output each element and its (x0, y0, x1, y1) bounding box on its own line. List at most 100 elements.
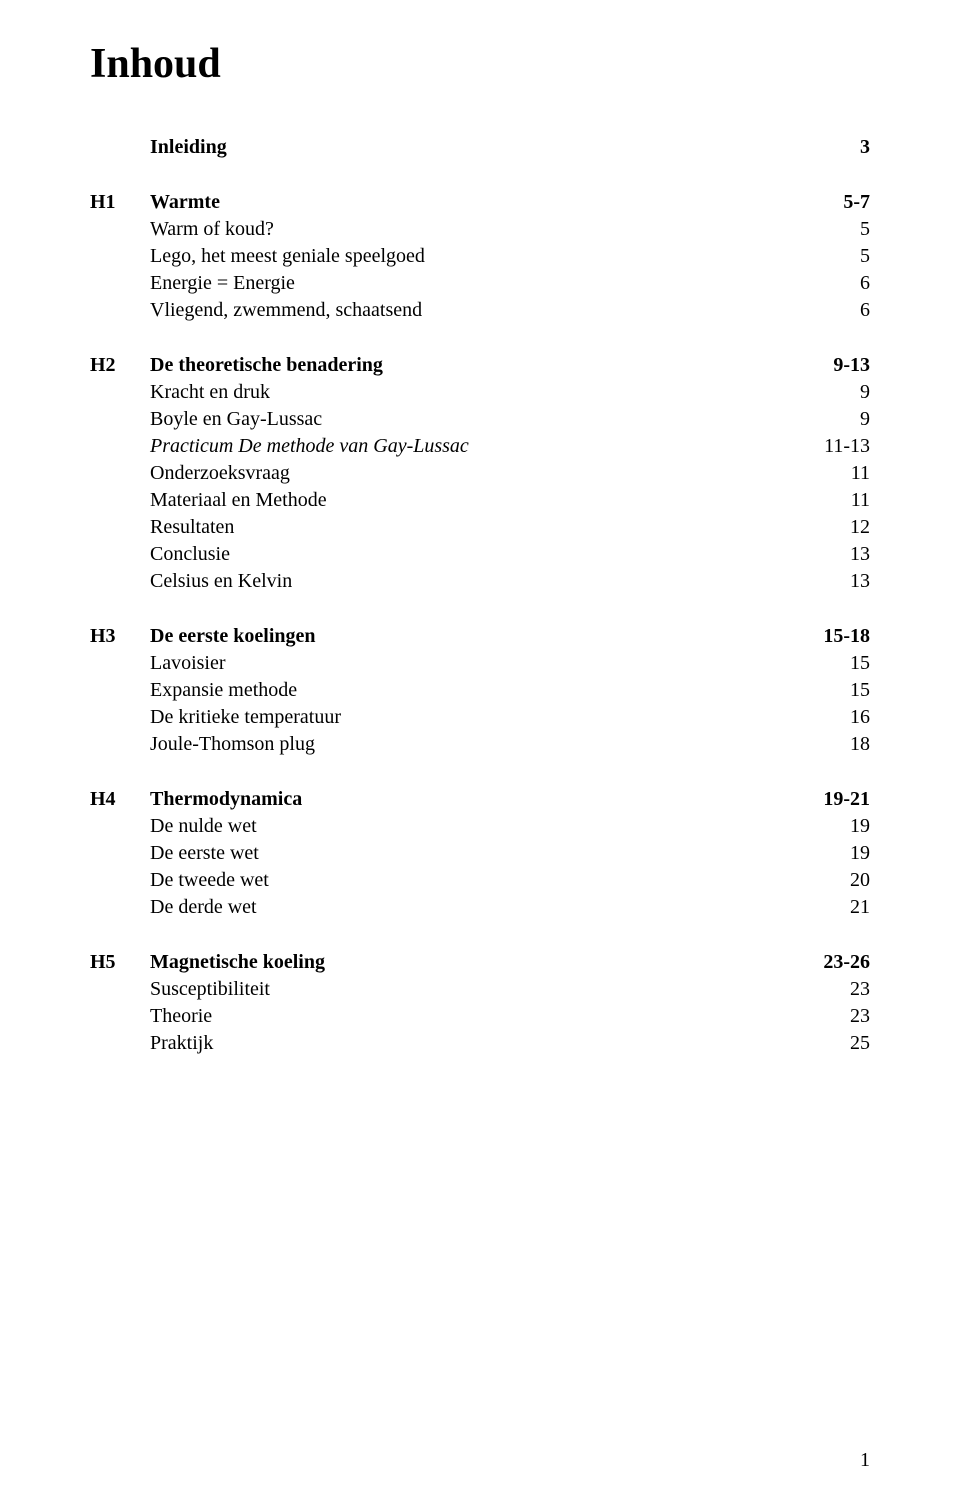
toc-heading-chapter: H3 (90, 623, 150, 650)
toc-item-row: Theorie 23 (90, 1003, 870, 1030)
toc-heading-label: De eerste koelingen (150, 623, 790, 650)
toc-item-row: Lavoisier 15 (90, 650, 870, 677)
toc-heading-chapter: H4 (90, 786, 150, 813)
toc-item-label: Theorie (150, 1003, 790, 1030)
toc-item-row: De derde wet 21 (90, 894, 870, 921)
toc-section: H5 Magnetische koeling 23-26 Susceptibil… (90, 949, 870, 1057)
toc-item-row: Boyle en Gay-Lussac 9 (90, 406, 870, 433)
toc-item-row: De eerste wet 19 (90, 840, 870, 867)
toc-item-row: Kracht en druk 9 (90, 379, 870, 406)
toc-heading-page: 19-21 (790, 786, 870, 813)
toc-item-row: Expansie methode 15 (90, 677, 870, 704)
toc-heading-row: H5 Magnetische koeling 23-26 (90, 949, 870, 976)
toc-item-page: 23 (790, 1003, 870, 1030)
toc-item-row: Energie = Energie 6 (90, 270, 870, 297)
toc-item-row: Celsius en Kelvin 13 (90, 568, 870, 595)
toc-item-row: Practicum De methode van Gay-Lussac 11-1… (90, 433, 870, 460)
toc-item-row: Joule-Thomson plug 18 (90, 731, 870, 758)
toc-item-label: Kracht en druk (150, 379, 790, 406)
toc-item-page: 13 (790, 541, 870, 568)
toc-heading-label: De theoretische benadering (150, 352, 790, 379)
toc-item-label: Lavoisier (150, 650, 790, 677)
toc-item-label: Vliegend, zwemmend, schaatsend (150, 297, 790, 324)
toc-item-row: Vliegend, zwemmend, schaatsend 6 (90, 297, 870, 324)
toc-item-label: De kritieke temperatuur (150, 704, 790, 731)
toc-heading-chapter: H1 (90, 189, 150, 216)
toc-item-page: 11 (790, 487, 870, 514)
toc-item-row: De kritieke temperatuur 16 (90, 704, 870, 731)
toc-heading-chapter: H2 (90, 352, 150, 379)
toc-item-page: 18 (790, 731, 870, 758)
toc-item-label: Boyle en Gay-Lussac (150, 406, 790, 433)
toc-item-label: Expansie methode (150, 677, 790, 704)
toc-item-page: 5 (790, 243, 870, 270)
toc-heading-label: Magnetische koeling (150, 949, 790, 976)
toc-item-row: Conclusie 13 (90, 541, 870, 568)
toc-heading-row: H2 De theoretische benadering 9-13 (90, 352, 870, 379)
toc-item-label: Energie = Energie (150, 270, 790, 297)
toc-item-page: 19 (790, 840, 870, 867)
toc-item-page: 16 (790, 704, 870, 731)
page-number: 1 (860, 1449, 870, 1472)
toc-heading-page: 3 (790, 134, 870, 161)
toc-heading-label: Thermodynamica (150, 786, 790, 813)
page: Inhoud Inleiding 3 H1 Warmte 5-7 Warm of… (0, 0, 960, 1506)
toc-heading-row: H3 De eerste koelingen 15-18 (90, 623, 870, 650)
toc-item-label: Praktijk (150, 1030, 790, 1057)
toc-heading-page: 9-13 (790, 352, 870, 379)
toc-heading-page: 23-26 (790, 949, 870, 976)
toc-heading-row: H1 Warmte 5-7 (90, 189, 870, 216)
toc-item-label: De tweede wet (150, 867, 790, 894)
toc-item-label: Celsius en Kelvin (150, 568, 790, 595)
toc-item-page: 20 (790, 867, 870, 894)
toc-item-page: 19 (790, 813, 870, 840)
toc-item-label: Lego, het meest geniale speelgoed (150, 243, 790, 270)
toc-item-label: Practicum De methode van Gay-Lussac (150, 433, 790, 460)
toc-item-row: Resultaten 12 (90, 514, 870, 541)
toc-section: Inleiding 3 (90, 134, 870, 161)
toc-item-page: 9 (790, 406, 870, 433)
toc-item-page: 6 (790, 297, 870, 324)
toc-item-page: 23 (790, 976, 870, 1003)
toc-item-page: 25 (790, 1030, 870, 1057)
toc-section: H3 De eerste koelingen 15-18 Lavoisier 1… (90, 623, 870, 758)
toc-item-label: De nulde wet (150, 813, 790, 840)
toc-heading-label: Inleiding (150, 134, 790, 161)
toc-heading-page: 15-18 (790, 623, 870, 650)
toc-heading-label: Warmte (150, 189, 790, 216)
toc-item-label: De eerste wet (150, 840, 790, 867)
toc-item-row: Warm of koud? 5 (90, 216, 870, 243)
toc-item-page: 5 (790, 216, 870, 243)
document-title: Inhoud (90, 40, 870, 88)
toc-item-page: 15 (790, 677, 870, 704)
toc-item-label: De derde wet (150, 894, 790, 921)
toc-heading-row: H4 Thermodynamica 19-21 (90, 786, 870, 813)
toc-item-row: De tweede wet 20 (90, 867, 870, 894)
toc-item-page: 11-13 (790, 433, 870, 460)
toc-heading-page: 5-7 (790, 189, 870, 216)
toc-item-page: 15 (790, 650, 870, 677)
toc-item-label: Resultaten (150, 514, 790, 541)
toc-section: H1 Warmte 5-7 Warm of koud? 5 Lego, het … (90, 189, 870, 324)
toc-item-label: Joule-Thomson plug (150, 731, 790, 758)
toc-item-page: 6 (790, 270, 870, 297)
toc-item-label: Warm of koud? (150, 216, 790, 243)
toc-item-page: 12 (790, 514, 870, 541)
toc-item-row: Onderzoeksvraag 11 (90, 460, 870, 487)
toc-item-label: Onderzoeksvraag (150, 460, 790, 487)
toc-item-label: Materiaal en Methode (150, 487, 790, 514)
toc-item-row: Praktijk 25 (90, 1030, 870, 1057)
toc-item-page: 21 (790, 894, 870, 921)
toc-item-page: 11 (790, 460, 870, 487)
toc-item-row: Lego, het meest geniale speelgoed 5 (90, 243, 870, 270)
toc-section: H2 De theoretische benadering 9-13 Krach… (90, 352, 870, 595)
toc-section: H4 Thermodynamica 19-21 De nulde wet 19 … (90, 786, 870, 921)
toc-item-label: Susceptibiliteit (150, 976, 790, 1003)
toc-heading-chapter: H5 (90, 949, 150, 976)
toc-item-row: Susceptibiliteit 23 (90, 976, 870, 1003)
toc-item-row: Materiaal en Methode 11 (90, 487, 870, 514)
toc-item-row: De nulde wet 19 (90, 813, 870, 840)
toc-item-page: 9 (790, 379, 870, 406)
toc-item-page: 13 (790, 568, 870, 595)
toc-item-label: Conclusie (150, 541, 790, 568)
